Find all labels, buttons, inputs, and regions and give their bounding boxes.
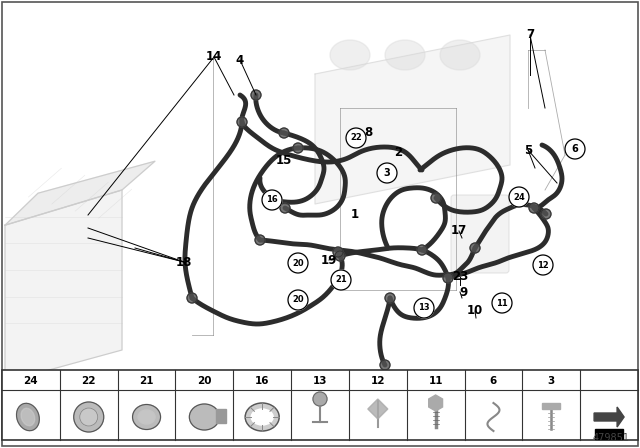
Bar	[595, 429, 623, 439]
Text: 4: 4	[236, 53, 244, 66]
Ellipse shape	[330, 40, 370, 70]
Text: 16: 16	[255, 376, 269, 386]
Text: 20: 20	[292, 258, 304, 267]
Circle shape	[541, 209, 551, 219]
Circle shape	[492, 293, 512, 313]
Text: 14: 14	[206, 51, 222, 64]
Polygon shape	[368, 399, 388, 419]
Polygon shape	[315, 35, 510, 204]
Polygon shape	[5, 190, 122, 382]
Circle shape	[377, 163, 397, 183]
Text: 11: 11	[496, 298, 508, 307]
Circle shape	[431, 193, 441, 203]
Circle shape	[288, 290, 308, 310]
Circle shape	[380, 360, 390, 370]
Circle shape	[335, 251, 345, 261]
Bar	[2, 370, 638, 440]
Text: 24: 24	[513, 193, 525, 202]
Ellipse shape	[21, 408, 35, 426]
Polygon shape	[5, 161, 155, 225]
Text: 7: 7	[526, 29, 534, 42]
Circle shape	[385, 293, 395, 303]
Circle shape	[565, 139, 585, 159]
Text: 20: 20	[292, 296, 304, 305]
Text: 22: 22	[81, 376, 96, 386]
Circle shape	[262, 190, 282, 210]
Ellipse shape	[80, 408, 98, 426]
Polygon shape	[542, 403, 560, 409]
Text: 6: 6	[572, 144, 579, 154]
Text: 479851: 479851	[593, 433, 630, 443]
Polygon shape	[429, 395, 443, 411]
Ellipse shape	[17, 403, 39, 431]
Circle shape	[333, 247, 343, 257]
Circle shape	[288, 253, 308, 273]
Text: 24: 24	[24, 376, 38, 386]
Text: 11: 11	[428, 376, 443, 386]
Text: 8: 8	[364, 125, 372, 138]
Text: 18: 18	[176, 255, 192, 268]
Ellipse shape	[385, 40, 425, 70]
Text: 23: 23	[452, 271, 468, 284]
Circle shape	[255, 235, 265, 245]
Text: 13: 13	[313, 376, 327, 386]
Text: 12: 12	[537, 260, 549, 270]
Text: 19: 19	[321, 254, 337, 267]
Circle shape	[293, 143, 303, 153]
Circle shape	[529, 203, 539, 213]
Circle shape	[533, 255, 553, 275]
Text: 2: 2	[394, 146, 402, 159]
Polygon shape	[594, 407, 624, 427]
Text: 16: 16	[266, 195, 278, 204]
Ellipse shape	[138, 410, 155, 424]
Text: 5: 5	[524, 143, 532, 156]
Text: 3: 3	[548, 376, 555, 386]
Ellipse shape	[251, 409, 273, 425]
Ellipse shape	[189, 404, 220, 430]
Ellipse shape	[132, 405, 161, 430]
Circle shape	[237, 117, 247, 127]
Ellipse shape	[245, 403, 279, 431]
Circle shape	[331, 270, 351, 290]
FancyBboxPatch shape	[451, 195, 509, 273]
Text: 12: 12	[371, 376, 385, 386]
Text: 1: 1	[351, 208, 359, 221]
Text: 22: 22	[350, 134, 362, 142]
Text: 21: 21	[140, 376, 154, 386]
Ellipse shape	[74, 402, 104, 432]
Text: 17: 17	[451, 224, 467, 237]
Circle shape	[280, 203, 290, 213]
Text: 9: 9	[460, 285, 468, 298]
Circle shape	[470, 243, 480, 253]
Text: 10: 10	[467, 305, 483, 318]
Text: 21: 21	[335, 276, 347, 284]
Circle shape	[417, 245, 427, 255]
Circle shape	[313, 392, 327, 406]
Circle shape	[251, 90, 261, 100]
Text: 3: 3	[383, 168, 390, 178]
Bar	[216, 409, 227, 423]
Circle shape	[509, 187, 529, 207]
Text: 15: 15	[276, 154, 292, 167]
Text: 20: 20	[197, 376, 212, 386]
Text: 13: 13	[418, 303, 430, 313]
Circle shape	[443, 273, 453, 283]
Circle shape	[346, 128, 366, 148]
Circle shape	[414, 298, 434, 318]
Text: 6: 6	[490, 376, 497, 386]
Ellipse shape	[440, 40, 480, 70]
Circle shape	[279, 128, 289, 138]
Circle shape	[187, 293, 197, 303]
